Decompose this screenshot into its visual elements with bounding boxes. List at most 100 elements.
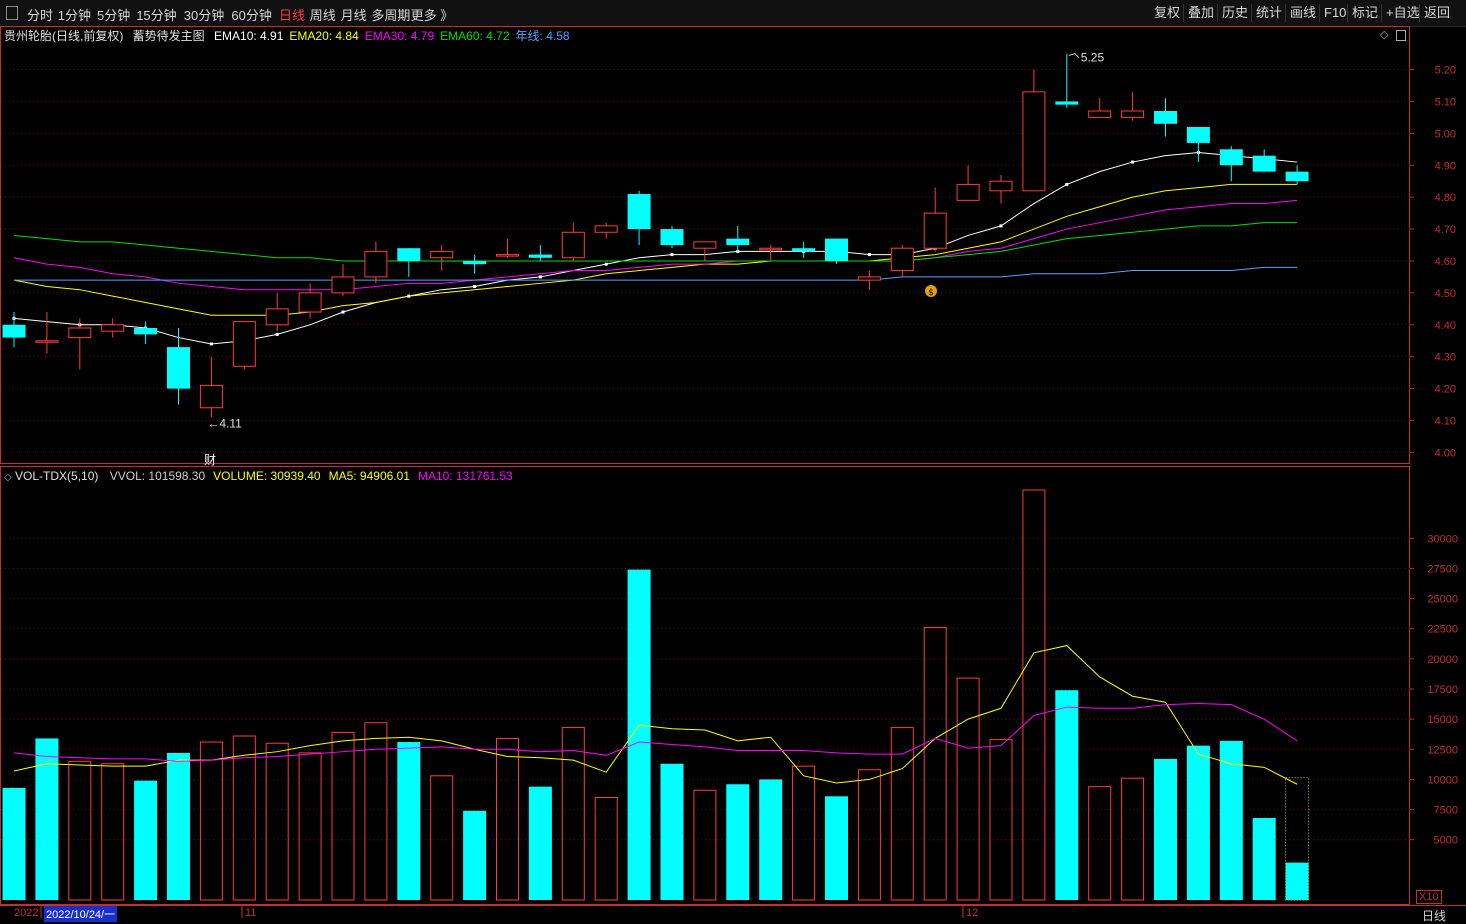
diamond-icon[interactable]: ◇	[1380, 29, 1389, 41]
price-tick-label: 4.90	[1435, 160, 1456, 172]
panel-icon[interactable]	[1396, 30, 1406, 41]
volume-tick-label: 17500	[1427, 684, 1458, 696]
volume-bar	[496, 737, 519, 901]
ema10-point	[275, 332, 279, 336]
toolbar-button-1[interactable]: 叠加	[1188, 5, 1215, 20]
price-tick-label: 4.50	[1435, 288, 1456, 300]
volume-bar	[1186, 745, 1210, 900]
volume-tick-label: 5000	[1434, 835, 1458, 847]
volume-tick-label: 10000	[1427, 774, 1458, 786]
period-tab-0[interactable]: 分时	[27, 8, 54, 23]
price-tick-label: 4.20	[1435, 384, 1456, 396]
vol-legend-item-2: MA5: 94906.01	[328, 469, 410, 483]
toolbar-button-0[interactable]: 复权	[1154, 5, 1181, 20]
price-tick-label: 4.80	[1435, 192, 1456, 204]
candle-body	[627, 193, 651, 230]
candle-body	[68, 327, 92, 339]
indicator-name[interactable]: 蓄势待发主图	[132, 29, 205, 43]
toolbar-separator	[1217, 4, 1218, 22]
multiplier-label: X10	[1416, 890, 1442, 904]
volume-bar	[232, 735, 256, 901]
volume-bar	[331, 731, 355, 901]
forecast-volume-outline	[1285, 777, 1310, 901]
toolbar-button-6[interactable]: 标记	[1352, 5, 1379, 20]
volume-bar	[1088, 786, 1112, 901]
vol-legend-item-0: VVOL: 101598.30	[109, 469, 206, 483]
period-tab-9[interactable]: 多周期	[371, 8, 411, 23]
candle-body	[1088, 110, 1112, 118]
legend-item-4: 年线: 4.58	[515, 29, 570, 43]
candle-body	[1285, 171, 1309, 182]
ma-line-1	[13, 183, 1298, 316]
volume-bar	[167, 752, 190, 900]
candle-body	[956, 183, 980, 201]
period-tab-1[interactable]: 1分钟	[57, 8, 92, 23]
menu-icon[interactable]	[6, 6, 18, 20]
volume-bar	[660, 763, 684, 900]
ma-line-3	[13, 222, 1298, 262]
candle-body	[1252, 155, 1276, 172]
toolbar-button-4[interactable]: 画线	[1290, 5, 1317, 20]
candle-body	[134, 327, 158, 335]
volume-tick-label: 27500	[1427, 563, 1458, 575]
volume-bar	[561, 727, 585, 901]
candle-body	[397, 248, 421, 261]
ema10-point	[209, 342, 213, 346]
volume-ma-line-1	[13, 702, 1298, 762]
volume-tick-label: 7500	[1434, 805, 1458, 817]
month-label-12: 12	[966, 907, 979, 919]
candle-body	[594, 225, 618, 233]
period-tab-8[interactable]: 月线	[340, 8, 367, 23]
ema10-point	[407, 294, 411, 298]
period-tab-7[interactable]: 周线	[309, 8, 336, 23]
ema10-point	[1065, 182, 1069, 186]
toolbar-button-2[interactable]: 历史	[1222, 5, 1249, 20]
toolbar-button-3[interactable]: 统计	[1256, 5, 1283, 20]
volume-bar	[528, 786, 552, 900]
volume-tick-label: 30000	[1427, 533, 1458, 545]
candle-body	[726, 238, 750, 246]
legend-item-0: EMA10: 4.91	[214, 29, 284, 43]
period-tab-6[interactable]: 日线	[279, 8, 306, 23]
toolbar-button-8[interactable]: 返回	[1424, 5, 1451, 20]
candle-body	[496, 254, 519, 257]
volume-bar	[298, 752, 322, 901]
high-price-label: 5.25	[1081, 51, 1105, 65]
price-tick-label: 4.10	[1435, 416, 1456, 428]
toolbar-separator	[1419, 4, 1420, 22]
toolbar-separator	[1183, 4, 1184, 22]
volume-bar	[627, 569, 651, 900]
period-tab-10[interactable]: 更多 》	[410, 8, 454, 23]
volume-bar	[759, 779, 783, 900]
ema10-point	[538, 275, 542, 279]
volume-tick-label: 15000	[1427, 714, 1458, 726]
volume-bar	[1121, 777, 1145, 901]
vol-legend-item-3: MA10: 131761.53	[417, 469, 513, 483]
volume-bar	[35, 738, 59, 900]
vol-collapse-icon[interactable]: ◇	[4, 472, 12, 483]
volume-tick-label: 20000	[1427, 654, 1458, 666]
price-tick-label: 4.60	[1435, 256, 1456, 268]
candle-body	[660, 229, 684, 246]
candle-body	[35, 340, 59, 343]
candle-body	[265, 308, 289, 326]
toolbar-button-5[interactable]: F10	[1324, 5, 1347, 20]
ema10-point	[1131, 160, 1135, 164]
period-tab-3[interactable]: 15分钟	[136, 8, 177, 23]
price-tick-label: 4.70	[1435, 224, 1456, 236]
ema10-point	[604, 262, 608, 266]
date-cursor: 2022/10/24/一	[44, 906, 118, 922]
volume-bar	[726, 784, 750, 900]
period-tab-5[interactable]: 60分钟	[231, 8, 272, 23]
toolbar-button-7[interactable]: +自选	[1386, 5, 1420, 20]
period-label[interactable]: 日线	[1422, 909, 1447, 923]
vol-legend-item-1: VOLUME: 30939.40	[213, 469, 321, 483]
legend-item-1: EMA20: 4.84	[289, 29, 359, 43]
candle-body	[528, 254, 552, 258]
period-tab-4[interactable]: 30分钟	[183, 8, 225, 23]
volume-tick-label: 22500	[1427, 624, 1458, 636]
volume-bar	[199, 741, 223, 901]
period-tab-2[interactable]: 5分钟	[97, 8, 131, 23]
vol-indicator-name[interactable]: VOL-TDX(5,10)	[15, 469, 99, 483]
volume-bar	[134, 780, 158, 900]
